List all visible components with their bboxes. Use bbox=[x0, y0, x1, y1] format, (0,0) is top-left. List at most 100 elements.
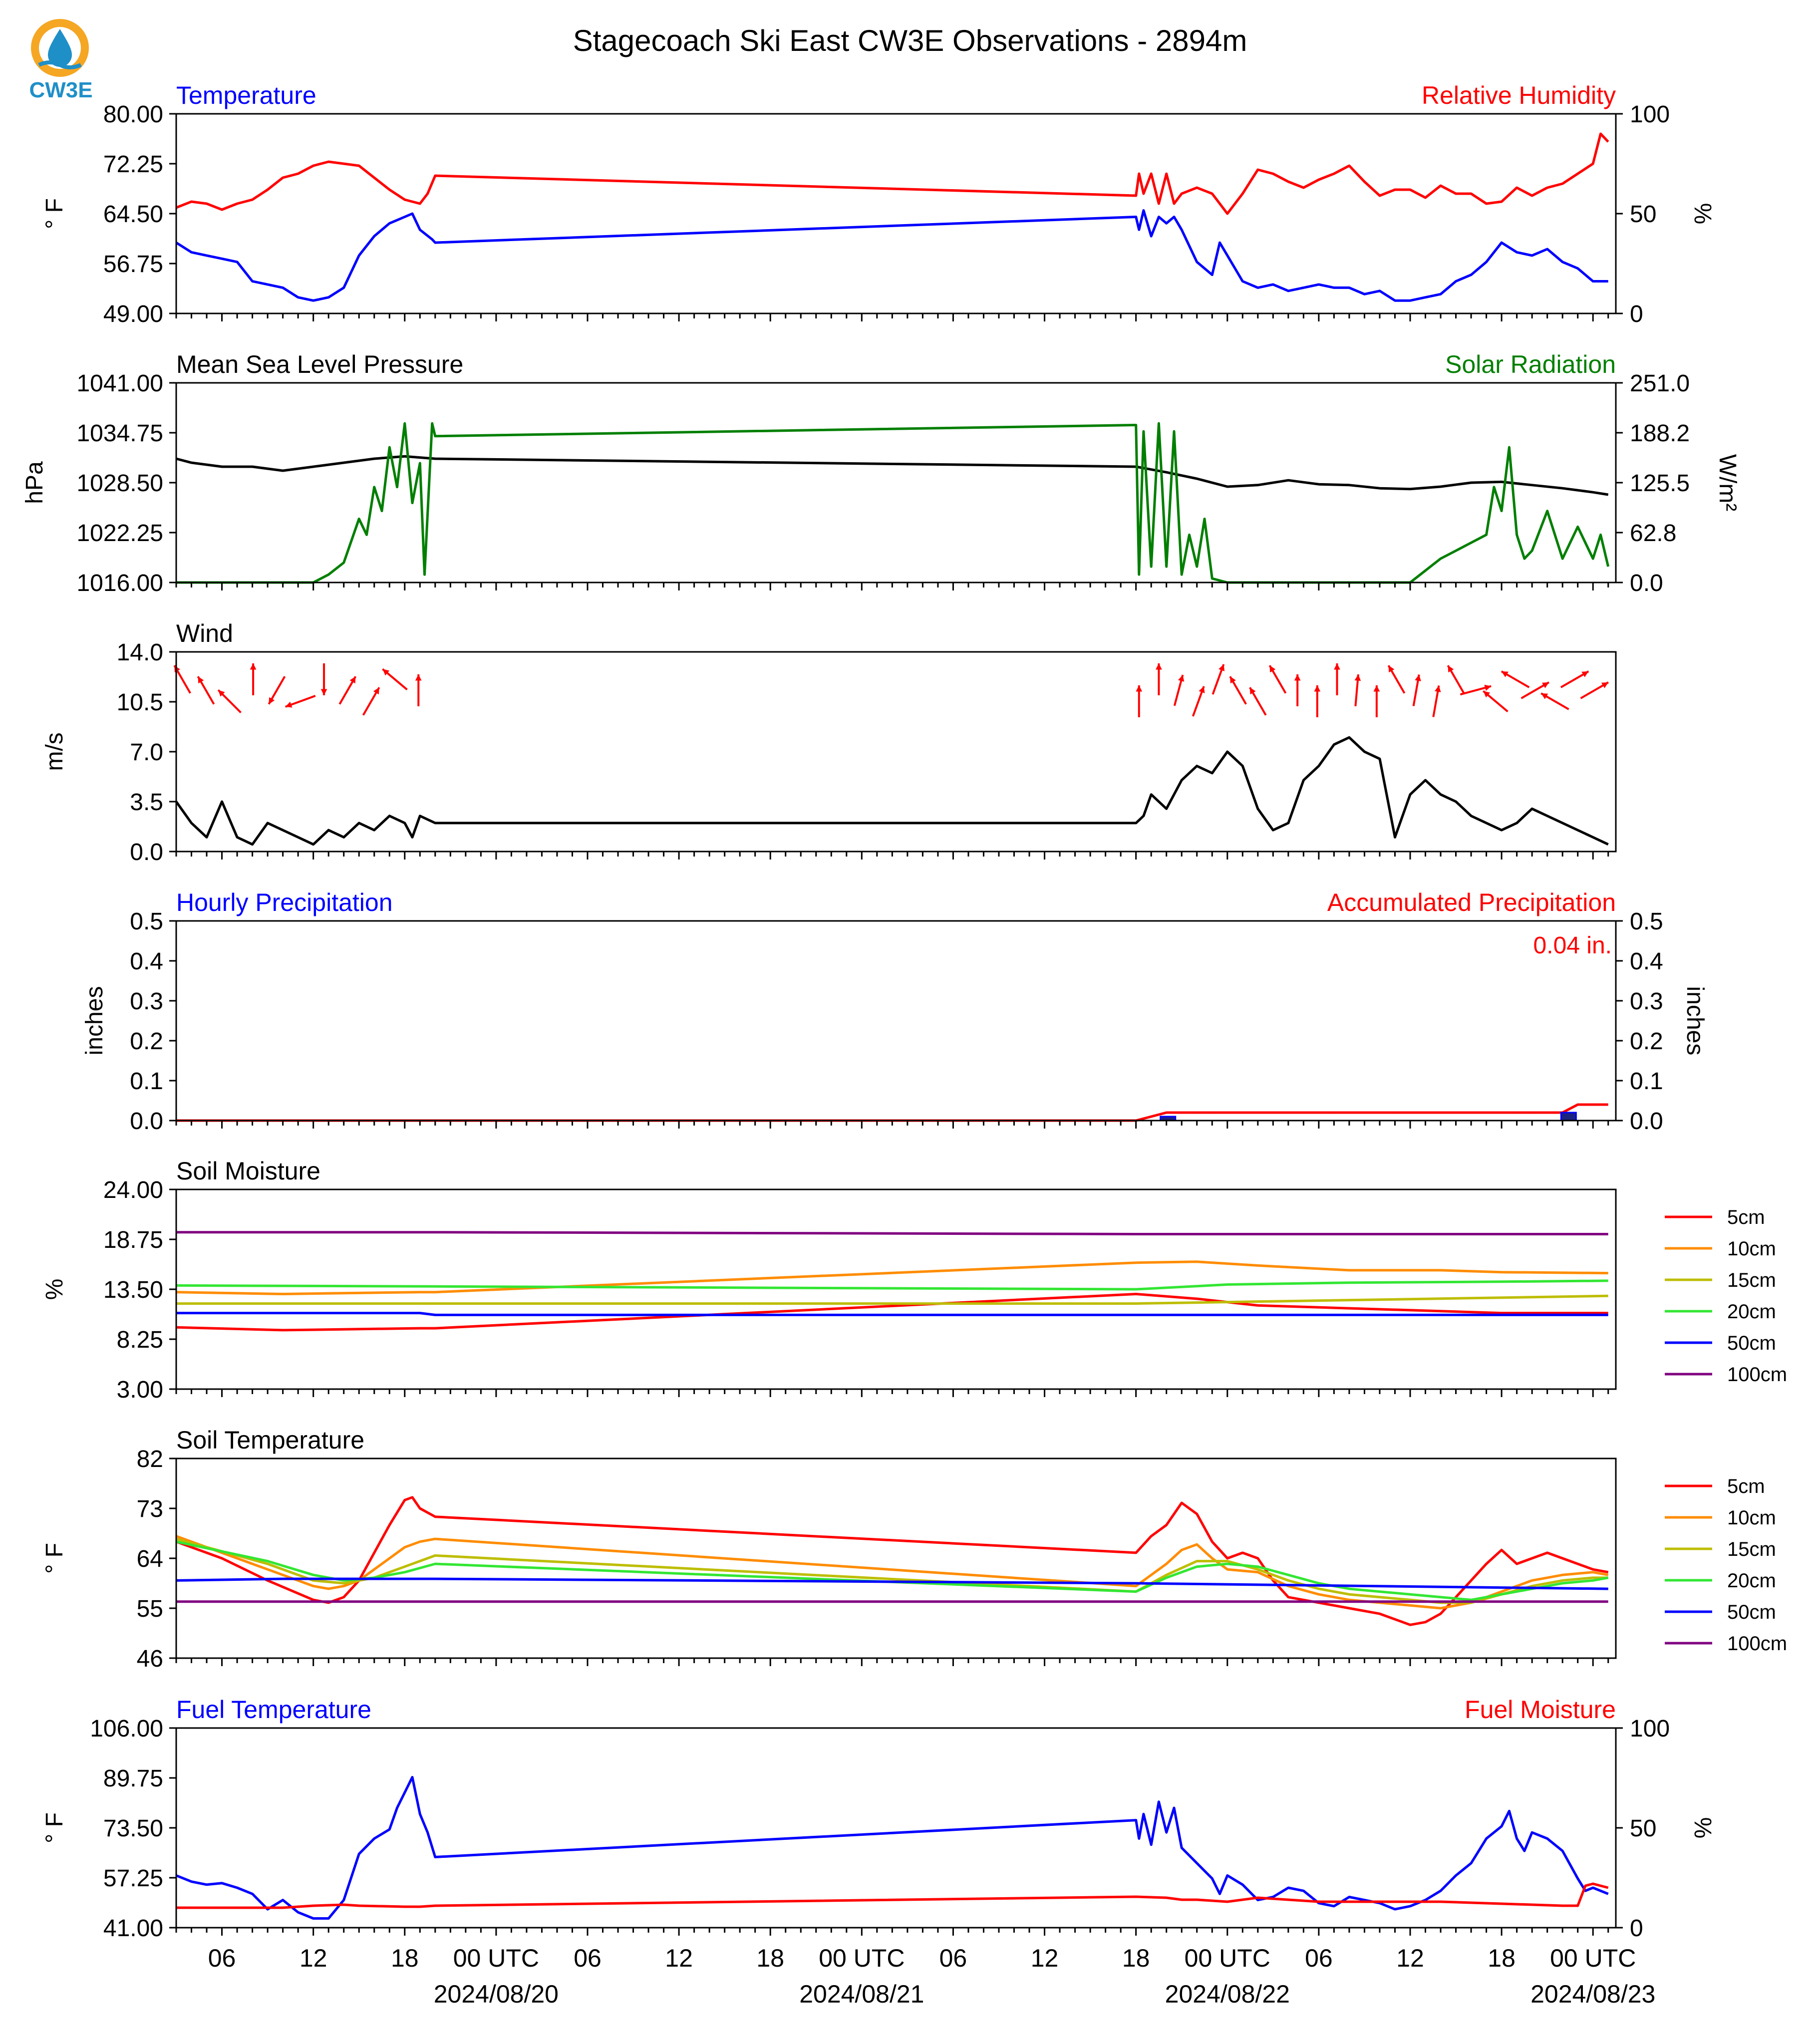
y-tick-label: 73 bbox=[137, 1496, 163, 1522]
x-tick-label: 18 bbox=[391, 1944, 419, 1972]
wind-arrow-head bbox=[1178, 675, 1185, 682]
x-tick-label: 00 UTC bbox=[453, 1944, 539, 1972]
wind-arrow-head bbox=[285, 701, 293, 708]
y-tick-label: 1028.50 bbox=[76, 470, 163, 497]
panel-right-title: Relative Humidity bbox=[1422, 81, 1616, 109]
y-right-axis-label: % bbox=[1689, 1817, 1716, 1839]
wind-arrow-icon bbox=[1314, 685, 1321, 717]
panel-5: 46 55 64 73 82 Soil Temperature ° F 5cm 10cm 15cm… bbox=[41, 1426, 1787, 1672]
wind-arrow-head bbox=[1484, 684, 1492, 691]
y-right-tick-label: 62.8 bbox=[1630, 520, 1676, 547]
panel-left-title: Soil Temperature bbox=[176, 1426, 364, 1454]
x-tick-label: 00 UTC bbox=[1185, 1944, 1270, 1972]
legend-label: 50cm bbox=[1727, 1601, 1776, 1623]
panel-left-title: Temperature bbox=[176, 81, 316, 109]
series-line-mean-sea-level-pressure-right bbox=[176, 422, 1610, 584]
y-axis-label: ° F bbox=[41, 1543, 68, 1574]
series-line-100cm bbox=[176, 1231, 1608, 1235]
y-tick-label: 0.2 bbox=[130, 1028, 163, 1055]
legend-label: 20cm bbox=[1727, 1570, 1776, 1592]
wind-arrow-head bbox=[1541, 682, 1549, 688]
wind-arrow-head bbox=[250, 663, 257, 670]
wind-arrow-head bbox=[1269, 665, 1276, 673]
wind-arrow-icon bbox=[362, 687, 380, 716]
y-right-tick-label: 50 bbox=[1630, 201, 1656, 228]
wind-arrow-head bbox=[269, 697, 275, 704]
wind-arrow-icon bbox=[1294, 674, 1301, 706]
wind-arrow-icon bbox=[1173, 674, 1185, 706]
wind-arrow-head bbox=[1218, 664, 1225, 671]
logo-text: CW3E bbox=[29, 78, 92, 102]
wind-arrow-icon bbox=[1136, 685, 1143, 717]
y-right-axis-label: inches bbox=[1682, 986, 1708, 1056]
wind-arrow-head bbox=[1249, 687, 1256, 695]
wind-arrow-head bbox=[1448, 665, 1454, 673]
x-tick-label: 06 bbox=[939, 1944, 967, 1972]
series-line-5cm bbox=[176, 1293, 1608, 1332]
y-right-axis-label: W/m² bbox=[1714, 454, 1741, 512]
x-tick-label: 18 bbox=[756, 1944, 784, 1972]
wind-arrow-head bbox=[415, 674, 422, 681]
water-drop-icon bbox=[48, 29, 72, 67]
y-tick-label: 72.25 bbox=[103, 151, 163, 178]
wind-arrow-head bbox=[1601, 682, 1608, 688]
wind-arrow-icon bbox=[1268, 665, 1287, 694]
wind-arrow-icon bbox=[1156, 663, 1162, 695]
series-line-50cm bbox=[176, 1577, 1608, 1590]
x-tick-label: 00 UTC bbox=[1550, 1944, 1636, 1972]
wind-arrow-icon bbox=[1501, 670, 1530, 688]
wind-arrow-icon bbox=[1560, 670, 1589, 688]
wind-arrow-head bbox=[1314, 685, 1321, 692]
series-line-5cm bbox=[176, 1496, 1609, 1626]
wind-arrow-icon bbox=[415, 674, 422, 706]
y-tick-label: 18.75 bbox=[103, 1227, 163, 1253]
wind-arrow-icon bbox=[1373, 685, 1380, 717]
wind-arrow-icon bbox=[1387, 665, 1406, 694]
x-date-label: 2024/08/23 bbox=[1530, 1980, 1655, 2008]
panel-2: 0.0 3.5 7.0 10.5 14.0 Wind m/s bbox=[41, 619, 1617, 866]
y-tick-label: 80.00 bbox=[103, 101, 163, 128]
wind-arrow-icon bbox=[250, 663, 257, 695]
y-axis-label: % bbox=[41, 1279, 68, 1300]
wind-arrow-icon bbox=[1432, 685, 1441, 717]
wind-arrow-head bbox=[1483, 691, 1491, 698]
panel-frame bbox=[175, 1727, 1617, 1929]
series-line-15cm bbox=[176, 1294, 1608, 1305]
wind-arrow-head bbox=[1354, 674, 1361, 681]
y-right-tick-label: 0.0 bbox=[1630, 1108, 1663, 1135]
x-tick-label: 06 bbox=[574, 1944, 602, 1972]
series-line-fuel-temperature-right bbox=[176, 1882, 1609, 1909]
y-right-tick-label: 100 bbox=[1630, 1716, 1670, 1742]
wind-arrow-head bbox=[1156, 663, 1162, 670]
panel-3: 0.0 0.1 0.2 0.3 0.4 0.5 0.0 0.1 0.2 0.3 0.4 0.5 Hour… bbox=[81, 888, 1708, 1135]
y-tick-label: 64 bbox=[137, 1546, 163, 1572]
y-right-tick-label: 100 bbox=[1630, 101, 1670, 128]
wind-arrow-icon bbox=[1354, 674, 1361, 707]
series-line-20cm bbox=[176, 1279, 1608, 1291]
y-right-tick-label: 0.0 bbox=[1630, 570, 1663, 596]
logo-wave bbox=[38, 60, 82, 69]
wind-arrow-head bbox=[349, 676, 356, 684]
panel-4: 3.00 8.25 13.50 18.75 24.00 Soil Moisture% 5cm… bbox=[41, 1157, 1787, 1403]
wind-arrow-icon bbox=[285, 695, 316, 708]
series-line-10cm bbox=[176, 1260, 1608, 1295]
wind-arrow-icon bbox=[1580, 681, 1609, 699]
y-right-tick-label: 188.2 bbox=[1630, 420, 1690, 447]
y-tick-label: 1041.00 bbox=[76, 370, 163, 397]
wind-arrow-head bbox=[1388, 665, 1395, 673]
y-tick-label: 8.25 bbox=[117, 1327, 163, 1353]
wind-arrow-icon bbox=[1520, 681, 1549, 699]
legend-label: 10cm bbox=[1727, 1238, 1776, 1260]
y-axis-label: ° F bbox=[41, 1812, 68, 1843]
wind-arrow-head bbox=[1415, 674, 1421, 681]
y-tick-label: 1022.25 bbox=[76, 520, 163, 547]
y-tick-label: 14.0 bbox=[117, 639, 163, 666]
y-tick-label: 89.75 bbox=[103, 1765, 163, 1792]
x-tick-label: 06 bbox=[208, 1944, 236, 1972]
y-right-tick-label: 0 bbox=[1630, 1915, 1643, 1942]
y-tick-label: 24.00 bbox=[103, 1177, 163, 1203]
y-axis-label: hPa bbox=[21, 461, 48, 504]
x-tick-label: 12 bbox=[300, 1944, 327, 1972]
series-line-fuel-temperature-left bbox=[176, 1776, 1609, 1920]
wind-arrow-icon bbox=[1412, 674, 1421, 706]
